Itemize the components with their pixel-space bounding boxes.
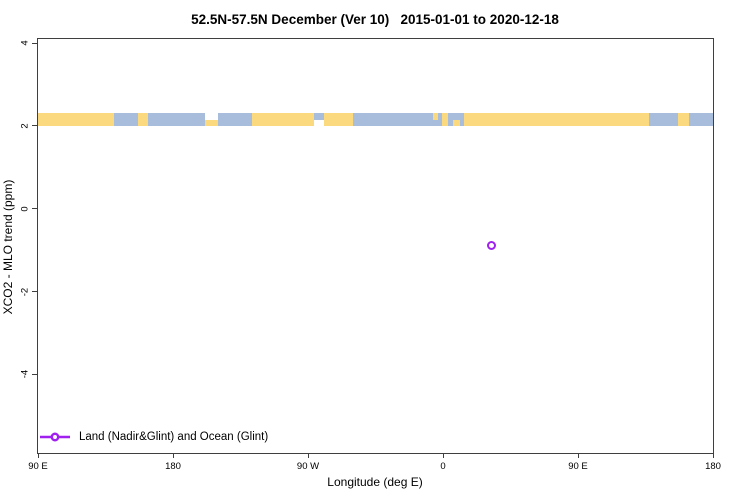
x-tick-label: 90 E [28, 461, 48, 472]
map-strip-segment-ocean [217, 113, 252, 127]
x-tick [442, 453, 444, 458]
map-strip-segment-ocean [314, 113, 324, 120]
plot-area: Land (Nadir&Glint) and Ocean (Glint) 90 … [20, 38, 721, 472]
legend-marker-icon [40, 432, 70, 442]
y-axis-label: XCO2 - MLO trend (ppm) [1, 179, 15, 315]
x-tick [37, 453, 39, 458]
x-tick-label: 0 [440, 461, 446, 472]
map-strip-segment-land [677, 113, 690, 127]
y-tick-label: 2 [19, 123, 31, 129]
y-tick-label: -2 [19, 287, 31, 296]
map-strip-segment-land [137, 113, 149, 127]
y-tick-label: -4 [19, 370, 31, 379]
map-strip-segment-land [323, 113, 354, 127]
map-strip-segment-ocean [148, 113, 205, 127]
x-axis-label: Longitude (deg E) [327, 475, 423, 489]
map-strip-segment-land [251, 113, 315, 127]
map-strip-segment-land [453, 119, 460, 127]
y-tick [32, 208, 37, 210]
map-strip-segment-land [432, 113, 439, 120]
map-strip-segment-land [463, 113, 473, 127]
chart-title: 52.5N-57.5N December (Ver 10) 2015-01-01… [191, 12, 559, 27]
x-tick-label: 90 E [568, 461, 588, 472]
data-point [486, 240, 496, 250]
x-tick [712, 453, 714, 458]
legend-label: Land (Nadir&Glint) and Ocean (Glint) [79, 431, 269, 443]
y-tick [32, 42, 37, 44]
x-tick-label: 90 W [296, 461, 320, 472]
map-strip-segment-land [472, 113, 649, 127]
x-tick-label: 180 [705, 461, 721, 472]
map-strip-segment-ocean [689, 113, 713, 127]
map-strip-segment-ocean [114, 113, 138, 127]
x-tick [577, 453, 579, 458]
map-strip-segment-land [204, 119, 218, 127]
y-tick [32, 125, 37, 127]
x-tick [172, 453, 174, 458]
y-tick-label: 4 [19, 40, 31, 46]
map-strip-segment-land [38, 113, 115, 127]
y-tick [32, 373, 37, 375]
legend: Land (Nadir&Glint) and Ocean (Glint) [39, 429, 268, 445]
x-tick [307, 453, 309, 458]
y-tick-label: 0 [19, 206, 31, 212]
x-tick-label: 180 [165, 461, 181, 472]
y-tick [32, 291, 37, 293]
map-strip-segment-land [442, 113, 448, 127]
map-strip-segment-ocean [648, 113, 678, 127]
